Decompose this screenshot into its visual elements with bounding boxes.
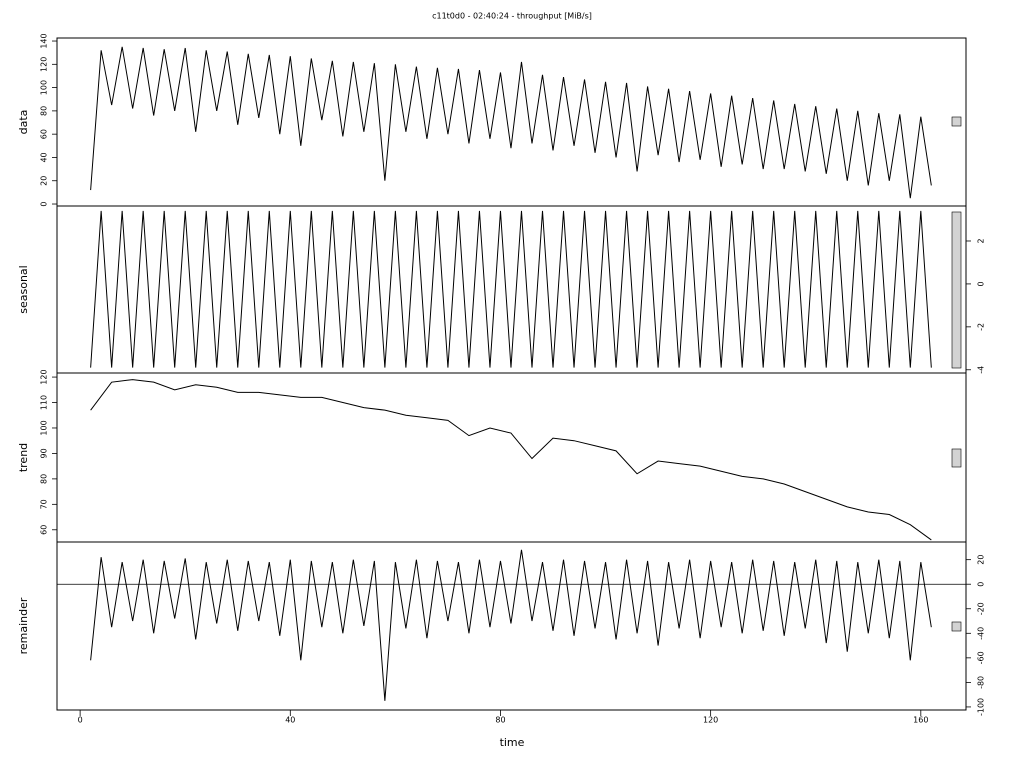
- x-tick-label: 40: [285, 716, 295, 725]
- y-tick-label: 2: [977, 238, 986, 243]
- y-tick-label: -100: [977, 698, 986, 716]
- y-tick-label: 90: [40, 448, 49, 458]
- y-tick-label: 20: [977, 555, 986, 565]
- y-tick-label: -2: [977, 323, 986, 331]
- y-tick-label: 120: [40, 57, 49, 72]
- y-axis-label: remainder: [17, 597, 30, 654]
- chart-title: c11t0d0 - 02:40:24 - throughput [MiB/s]: [432, 12, 592, 21]
- y-tick-label: 80: [40, 474, 49, 484]
- y-tick-label: 60: [40, 525, 49, 535]
- y-axis-label: data: [17, 110, 30, 135]
- x-tick-label: 120: [703, 716, 718, 725]
- x-tick-label: 80: [495, 716, 505, 725]
- y-tick-label: -40: [977, 627, 986, 640]
- y-tick-label: 20: [40, 176, 49, 186]
- y-axis-label: seasonal: [17, 265, 30, 313]
- y-tick-label: 0: [977, 281, 986, 286]
- x-tick-label: 160: [913, 716, 928, 725]
- y-axis-label: trend: [17, 443, 30, 472]
- y-tick-label: 0: [977, 582, 986, 587]
- panel-frame: [56, 372, 967, 543]
- y-tick-label: 100: [40, 420, 49, 435]
- x-tick-label: 0: [78, 716, 83, 725]
- y-tick-label: 110: [40, 395, 49, 410]
- y-tick-label: 120: [40, 369, 49, 384]
- scale-bar: [951, 211, 962, 369]
- scale-bar: [951, 116, 962, 127]
- y-tick-label: -4: [977, 366, 986, 374]
- series-line: [90, 379, 932, 541]
- series-line: [90, 549, 932, 701]
- series-line: [90, 210, 932, 368]
- y-tick-label: 140: [40, 33, 49, 48]
- y-tick-label: 60: [40, 129, 49, 139]
- y-tick-label: -60: [977, 651, 986, 664]
- y-tick-label: 80: [40, 106, 49, 116]
- series-line: [90, 46, 932, 199]
- y-tick-label: -20: [977, 602, 986, 615]
- y-tick-label: 40: [40, 152, 49, 162]
- panel-frame: [56, 37, 967, 207]
- panel-frame: [56, 205, 967, 374]
- y-tick-label: -80: [977, 676, 986, 689]
- x-axis-label: time: [500, 736, 525, 749]
- y-tick-label: 0: [40, 201, 49, 206]
- y-tick-label: 100: [40, 80, 49, 95]
- y-tick-label: 70: [40, 499, 49, 509]
- panel-frame: [56, 541, 967, 711]
- scale-bar: [951, 621, 962, 632]
- scale-bar: [951, 448, 962, 468]
